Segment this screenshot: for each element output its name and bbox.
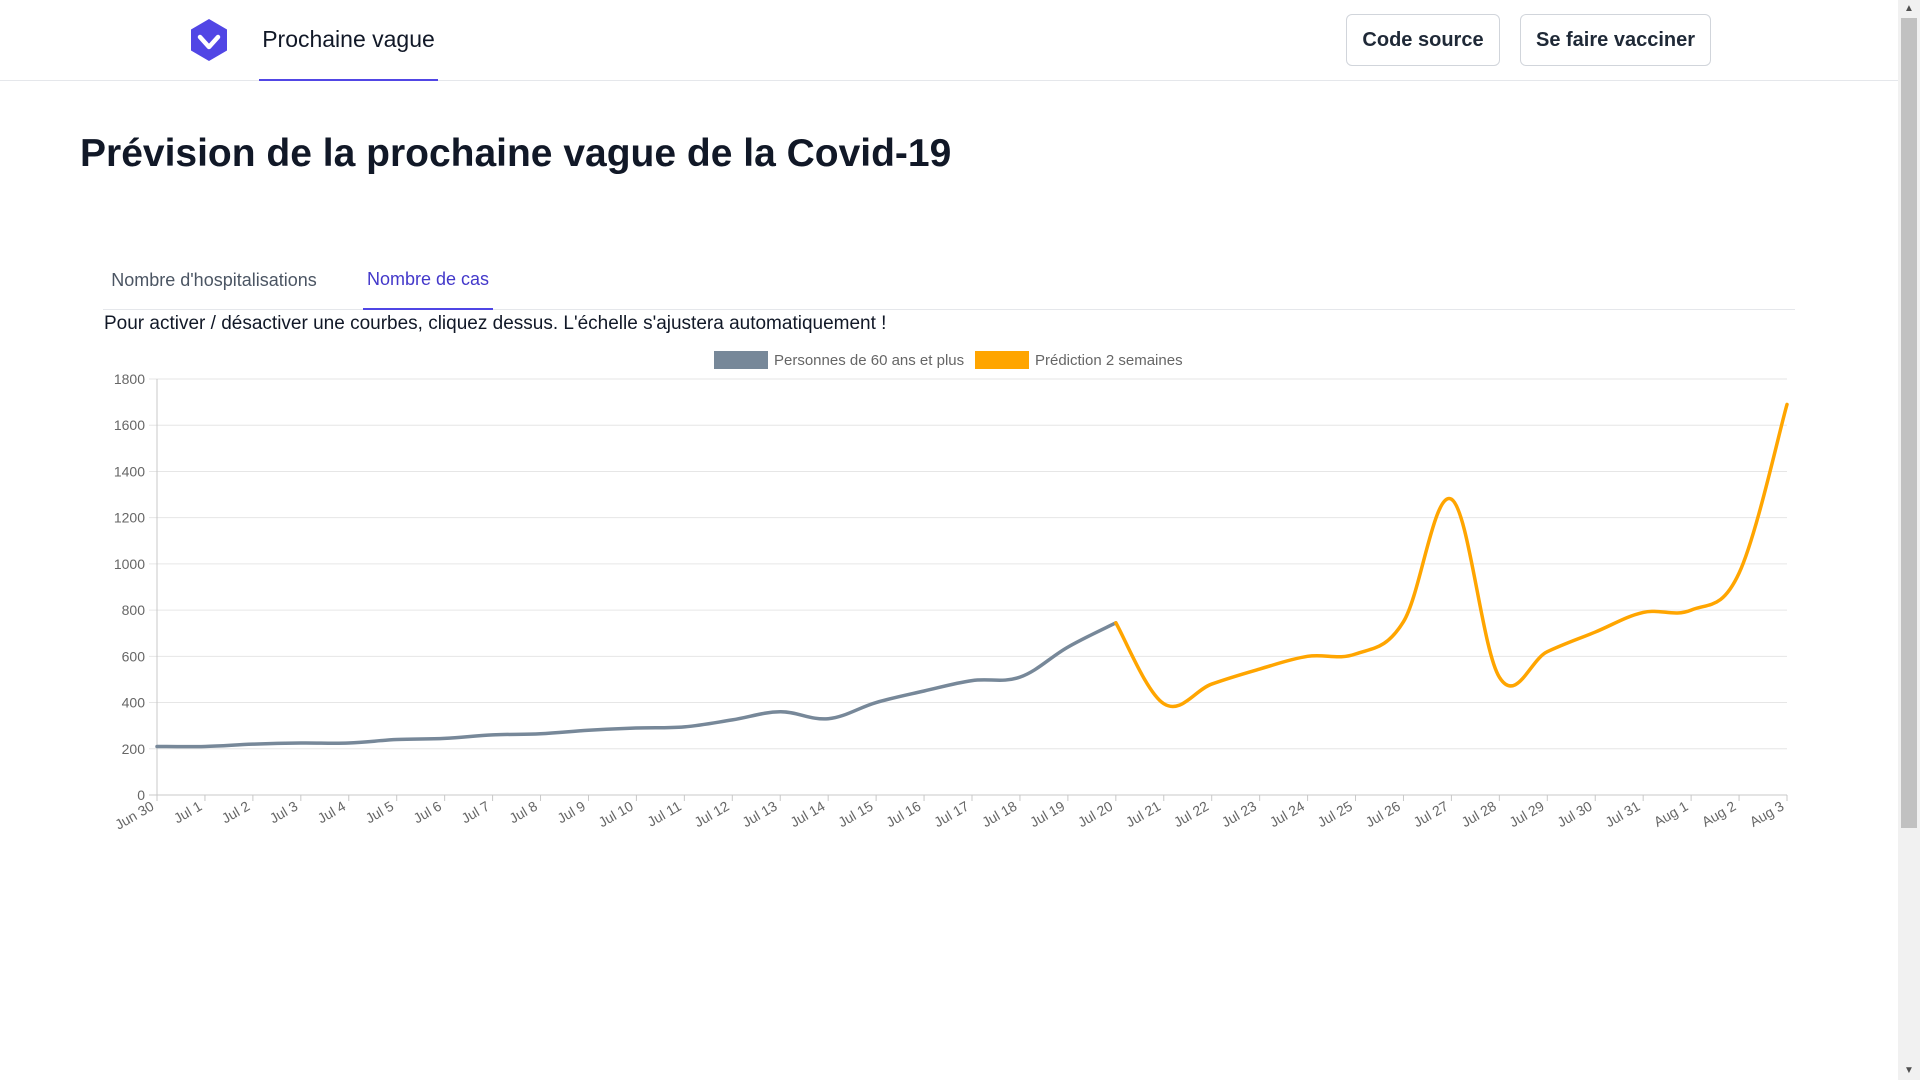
x-tick-label: Jul 18 [979,798,1020,831]
x-tick-label: Jul 11 [644,798,684,830]
x-tick-label: Jun 30 [112,798,157,833]
x-tick-label: Jul 27 [1411,798,1452,831]
x-tick-label: Aug 2 [1699,798,1739,830]
x-tick-label: Jul 13 [739,798,780,831]
y-tick-label: 400 [122,695,146,711]
x-tick-label: Jul 17 [931,798,972,831]
x-tick-label: Jul 19 [1027,798,1068,831]
x-tick-label: Jul 1 [171,798,205,827]
x-tick-label: Jul 22 [1171,798,1212,831]
scroll-thumb[interactable] [1901,18,1917,828]
chart-hint-text: Pour activer / désactiver une courbes, c… [104,313,887,334]
get-vaccinated-button[interactable]: Se faire vacciner [1520,14,1711,66]
x-tick-label: Jul 28 [1458,798,1499,831]
x-tick-label: Jul 23 [1219,798,1260,831]
legend-swatch [714,351,768,369]
scroll-down-arrow-icon[interactable]: ▼ [1904,1065,1914,1076]
legend-label: Prédiction 2 semaines [1035,352,1183,369]
x-tick-label: Aug 3 [1747,798,1787,830]
x-tick-label: Aug 1 [1651,798,1691,830]
series-line-prediction [1114,402,1789,709]
x-tick-label: Jul 10 [596,798,637,831]
x-tick-label: Jul 12 [691,798,732,831]
y-tick-label: 600 [122,648,146,664]
legend-label: Personnes de 60 ans et plus [774,352,964,369]
x-tick-label: Jul 16 [883,798,924,831]
tab-hospitalisations[interactable]: Nombre d'hospitalisations [111,269,317,290]
y-tick-label: 1200 [114,510,145,526]
x-tick-label: Jul 14 [787,798,828,831]
x-tick-label: Jul 6 [411,798,445,827]
x-tick-label: Jul 2 [219,798,253,827]
cases-line-chart: 0 200 400 600 800 1000 1200 1400 1600 1800 Jun 30 J… [112,351,1789,833]
y-tick-label: 800 [122,602,146,618]
x-tick-label: Jul 31 [1602,798,1643,831]
x-tick-label: Jul 15 [835,798,876,831]
x-tick-label: Jul 25 [1315,798,1356,831]
x-tick-label: Jul 20 [1075,798,1116,831]
x-tick-label: Jul 3 [267,798,301,827]
x-tick-label: Jul 26 [1363,798,1404,831]
top-navbar: Prochaine vague Code source Se faire vac… [0,0,1898,81]
y-tick-label: 1600 [114,417,145,433]
x-tick-label: Jul 9 [554,798,588,827]
x-tick-label: Jul 29 [1506,798,1547,831]
virus-logo-icon[interactable] [186,17,232,63]
x-tick-label: Jul 5 [363,798,397,827]
y-tick-label: 1800 [114,371,145,387]
y-tick-label: 200 [122,741,146,757]
nav-tab-prochaine-vague[interactable]: Prochaine vague [259,0,438,81]
x-tick-label: Jul 7 [458,798,492,827]
scroll-up-arrow-icon[interactable]: ▲ [1904,3,1914,14]
x-tick-label: Jul 24 [1267,798,1308,831]
y-tick-label: 1000 [114,556,145,572]
vertical-scrollbar[interactable]: ▲ ▼ [1898,0,1920,1080]
x-tick-label: Jul 4 [315,798,349,827]
legend-swatch [975,351,1029,369]
source-code-button[interactable]: Code source [1346,14,1500,66]
x-tick-label: Jul 21 [1123,798,1164,831]
y-tick-label: 1400 [114,463,145,479]
page-title: Prévision de la prochaine vague de la Co… [80,132,952,175]
y-tick-label: 0 [137,787,145,803]
x-tick-label: Jul 30 [1554,798,1595,831]
chart-tabs: Nombre d'hospitalisations Nombre de cas [103,250,1795,310]
tab-nombre-de-cas[interactable]: Nombre de cas [363,250,493,310]
series-line-observed [155,621,1118,749]
x-tick-label: Jul 8 [506,798,540,827]
